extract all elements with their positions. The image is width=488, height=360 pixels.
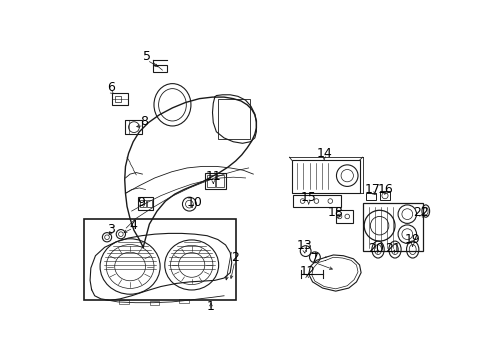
Text: 5: 5: [143, 50, 151, 63]
Text: 9: 9: [138, 196, 145, 209]
Text: 12: 12: [299, 265, 314, 278]
Bar: [147, 199, 152, 207]
Bar: [362, 203, 422, 251]
Bar: [150, 301, 159, 305]
Bar: [335, 210, 352, 223]
Bar: [138, 197, 153, 210]
Text: 3: 3: [107, 223, 115, 236]
Text: 15: 15: [300, 191, 316, 204]
Text: 6: 6: [107, 81, 115, 94]
Bar: [112, 93, 127, 105]
Bar: [379, 191, 389, 200]
Text: 22: 22: [412, 206, 428, 219]
Bar: [207, 175, 214, 187]
Text: 10: 10: [186, 196, 203, 209]
Bar: [153, 65, 167, 72]
Bar: [119, 300, 128, 304]
Text: 16: 16: [377, 183, 393, 196]
Text: 11: 11: [205, 170, 221, 183]
Bar: [293, 195, 341, 207]
Bar: [291, 160, 359, 193]
Text: 21: 21: [385, 242, 401, 255]
Bar: [366, 193, 375, 200]
Bar: [84, 219, 236, 300]
Text: 4: 4: [129, 219, 137, 232]
Text: 17: 17: [364, 183, 380, 196]
Bar: [218, 99, 250, 139]
Text: 18: 18: [327, 206, 343, 219]
Bar: [115, 95, 121, 103]
Text: 2: 2: [230, 251, 238, 264]
Text: 14: 14: [316, 147, 331, 160]
Bar: [140, 199, 145, 207]
Bar: [125, 120, 142, 134]
Bar: [179, 299, 188, 303]
Text: 20: 20: [368, 242, 384, 255]
Text: 19: 19: [404, 233, 420, 246]
Text: 13: 13: [296, 239, 311, 252]
Text: 7: 7: [310, 252, 318, 265]
Text: 1: 1: [206, 300, 214, 313]
Bar: [216, 175, 224, 187]
Bar: [204, 172, 226, 189]
Text: 8: 8: [140, 115, 148, 128]
